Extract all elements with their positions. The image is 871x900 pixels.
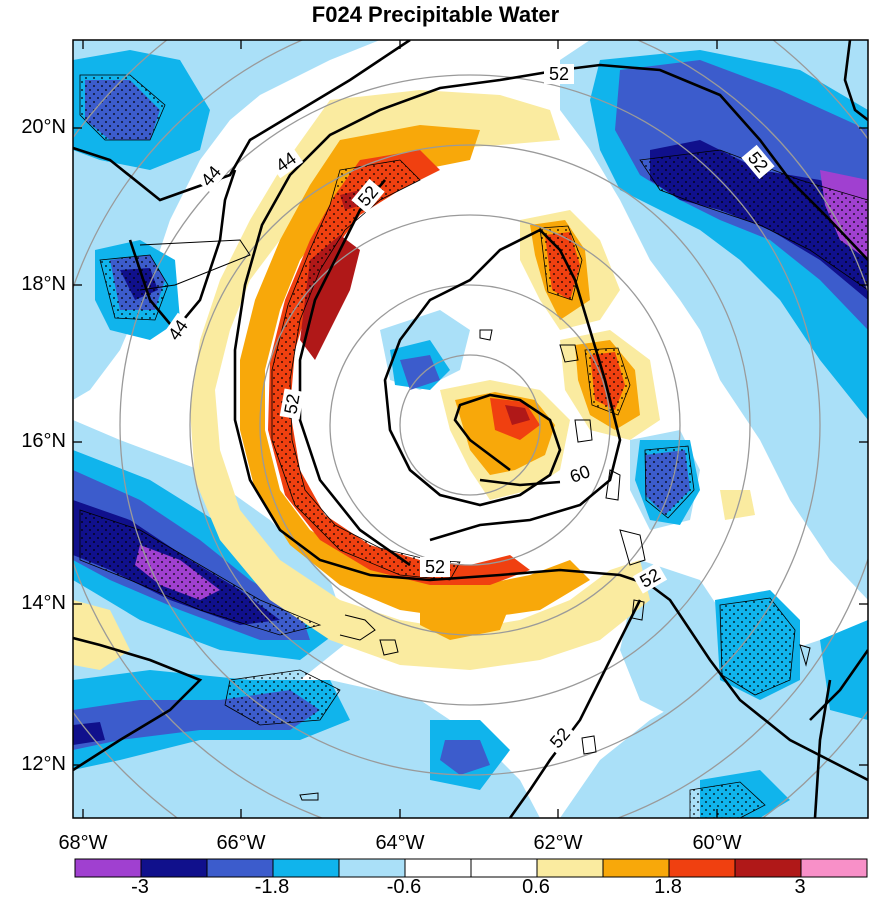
- lat-label-12n: 12°N: [21, 753, 66, 775]
- lon-label-68w: 68°W: [58, 832, 108, 854]
- lat-label-20n: 20°N: [21, 116, 66, 138]
- colorbar-box-6: [470, 858, 538, 878]
- colorbar-box-0: [74, 858, 142, 878]
- colorbar-label-4: 1.8: [654, 876, 682, 898]
- colorbar-box-4: [338, 858, 406, 878]
- colorbar-box-10: [734, 858, 802, 878]
- colorbar-label-5: 3: [794, 876, 806, 898]
- colorbar-label-2: -0.6: [386, 876, 422, 898]
- colorbar-box-2: [206, 858, 274, 878]
- coastlines: [139, 239, 811, 801]
- tick-marks: [73, 40, 868, 818]
- pw-contours: [73, 40, 868, 818]
- colorbar: [74, 858, 868, 878]
- contour-label-52-a: 52: [549, 64, 569, 84]
- map-frame: [72, 39, 869, 819]
- lon-label-66w: 66°W: [216, 832, 266, 854]
- colorbar-label-0: -3: [131, 876, 149, 898]
- colorbar-label-1: -1.8: [254, 876, 290, 898]
- map-title: F024 Precipitable Water: [311, 2, 560, 27]
- colorbar-box-9: [668, 858, 736, 878]
- lat-label-14n: 14°N: [21, 592, 66, 614]
- colorbar-box-1: [140, 858, 208, 878]
- lat-label-18n: 18°N: [21, 273, 66, 295]
- contour-label-52-e: 52: [425, 557, 445, 577]
- colorbar-label-3: 0.6: [522, 876, 550, 898]
- colorbar-box-5: [404, 858, 472, 878]
- lon-label-64w: 64°W: [375, 832, 425, 854]
- colorbar-box-3: [272, 858, 340, 878]
- colorbar-box-8: [602, 858, 670, 878]
- colorbar-box-7: [536, 858, 604, 878]
- colorbar-box-11: [800, 858, 868, 878]
- lon-label-60w: 60°W: [692, 832, 742, 854]
- contour-label-52-c: 52: [280, 392, 303, 415]
- lat-label-16n: 16°N: [21, 430, 66, 452]
- lon-label-62w: 62°W: [533, 832, 583, 854]
